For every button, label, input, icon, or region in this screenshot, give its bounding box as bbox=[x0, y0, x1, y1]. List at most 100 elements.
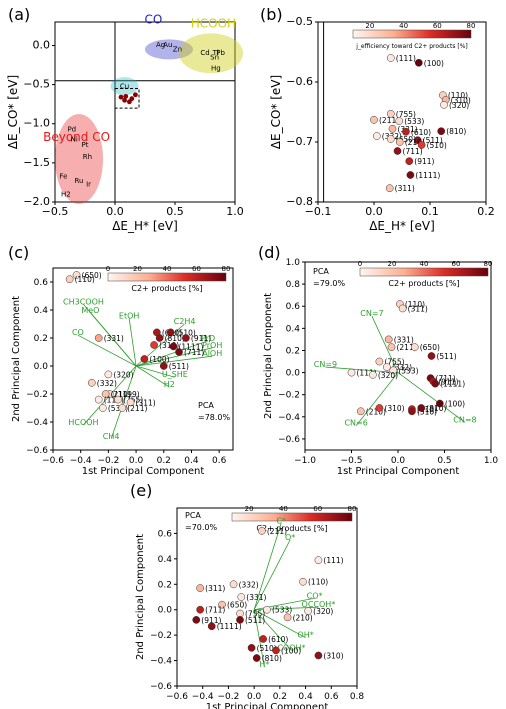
metal-label: Pd bbox=[67, 126, 76, 134]
data-point bbox=[252, 654, 261, 662]
data-point bbox=[372, 132, 381, 140]
chart-panel-c: −0.6 −0.4 −0.2 0.0 0.2 0.4 0.6 0.6 0.4 0.2 0.0 −0.2… bbox=[11, 265, 234, 477]
chart-panel-b: −0.1 0.0 0.1 0.2 −0.5 −0.6 −0.7 −0.8 ΔE_H* [eV] Δ… bbox=[269, 15, 495, 233]
point-label: (610) bbox=[411, 128, 431, 137]
y-tick-label: −0.2 bbox=[26, 390, 48, 400]
data-point bbox=[385, 184, 394, 193]
loading-label: EtOH bbox=[119, 311, 140, 320]
data-point bbox=[196, 584, 204, 592]
loading-label: O* bbox=[285, 533, 295, 542]
data-point bbox=[118, 404, 127, 412]
pca-variance: =79.0% bbox=[313, 279, 346, 288]
point-label: (311) bbox=[395, 184, 415, 193]
colorbar-tick-label: 80 bbox=[222, 265, 231, 273]
x-tick-label: 0.2 bbox=[273, 692, 287, 702]
colorbar-tick-label: 20 bbox=[388, 260, 397, 268]
y-tick-label: 0.0 bbox=[34, 362, 49, 372]
loading-label: CN=7 bbox=[360, 309, 383, 318]
metal-label: Zn bbox=[173, 46, 182, 54]
loading-vector bbox=[135, 365, 175, 378]
x-tick-label: 0.2 bbox=[157, 456, 171, 466]
x-tick-label: 1.0 bbox=[226, 205, 244, 218]
point-label: (511) bbox=[436, 352, 456, 361]
cluster-point bbox=[133, 92, 138, 98]
x-tick-label: 0.4 bbox=[184, 456, 199, 466]
chart-panel-e: −0.6 −0.4 −0.2 0.0 0.2 0.4 0.6 0.80.60.40.20.0−… bbox=[135, 505, 364, 709]
loading-label: H2 bbox=[164, 380, 175, 389]
colorbar bbox=[352, 29, 472, 39]
point-label: (311) bbox=[136, 398, 156, 407]
data-point bbox=[299, 577, 307, 586]
data-point bbox=[436, 399, 444, 408]
data-point bbox=[65, 275, 74, 284]
colorbar-tick-label: 0 bbox=[106, 265, 110, 273]
data-point bbox=[369, 370, 377, 379]
point-label: (211) bbox=[267, 527, 287, 536]
y-tick-label: −0.2 bbox=[150, 631, 172, 641]
panel-label-c: (c) bbox=[8, 243, 29, 262]
point-label: (210) bbox=[111, 390, 131, 399]
loading-label: CO bbox=[72, 328, 84, 337]
point-label: (310) bbox=[384, 404, 404, 413]
metal-label: Cu bbox=[120, 83, 129, 91]
metal-label: Ni bbox=[71, 136, 78, 144]
data-point bbox=[314, 556, 323, 564]
data-point bbox=[440, 100, 448, 109]
point-label: (100) bbox=[445, 400, 465, 409]
point-label: (1111) bbox=[415, 171, 440, 180]
data-point bbox=[395, 117, 404, 125]
point-label: (320) bbox=[113, 370, 133, 379]
metal-label: Rh bbox=[83, 153, 92, 161]
data-point bbox=[437, 127, 446, 136]
point-label: (711) bbox=[205, 606, 225, 615]
x-axis-label: ΔE_H* [eV] bbox=[112, 219, 178, 233]
loading-label: C* bbox=[276, 516, 286, 525]
x-tick-label: −0.5 bbox=[341, 456, 363, 466]
region-hcooh bbox=[179, 33, 243, 74]
point-label: (755) bbox=[245, 610, 265, 619]
panel-label-d: (d) bbox=[258, 243, 281, 262]
colorbar-tick-label: 80 bbox=[484, 260, 493, 268]
point-label: (533) bbox=[398, 366, 418, 375]
panel-label-b: (b) bbox=[260, 5, 283, 24]
x-tick-label: 0.0 bbox=[106, 205, 124, 218]
point-label: (511) bbox=[169, 362, 189, 371]
y-tick-label: −2.0 bbox=[23, 195, 50, 208]
loading-label: HCOOH bbox=[68, 418, 98, 427]
data-point bbox=[166, 328, 175, 337]
point-label: (1111) bbox=[178, 342, 203, 351]
point-label: (1111) bbox=[217, 622, 242, 631]
pca-title: PCA bbox=[313, 267, 329, 276]
data-point bbox=[272, 646, 280, 655]
colorbar-tick-label: 0 bbox=[358, 260, 362, 268]
pca-title: PCA bbox=[185, 511, 201, 520]
data-point bbox=[101, 390, 110, 398]
point-label: (100) bbox=[281, 646, 301, 655]
point-label: (510) bbox=[417, 407, 437, 416]
y-tick-label: −1.0 bbox=[23, 117, 50, 130]
point-label: (111) bbox=[396, 54, 416, 63]
data-point bbox=[98, 404, 107, 412]
point-label: (332) bbox=[239, 580, 259, 589]
point-label: (810) bbox=[165, 334, 185, 343]
point-label: (331) bbox=[104, 334, 124, 343]
y-axis-label: 2nd Principal Component bbox=[11, 296, 22, 422]
data-point bbox=[395, 138, 404, 146]
y-tick-label: 0.4 bbox=[34, 306, 49, 316]
loading-label: AlOH bbox=[202, 349, 222, 358]
data-point bbox=[427, 352, 436, 360]
loading-vector bbox=[77, 334, 137, 367]
pca-title: PCA bbox=[198, 401, 214, 410]
x-tick-label: 0.5 bbox=[437, 456, 451, 466]
data-point bbox=[402, 127, 410, 136]
x-tick-label: 0.8 bbox=[350, 692, 365, 702]
loading-vector bbox=[253, 609, 292, 651]
colorbar-tick-label: 40 bbox=[399, 22, 408, 30]
data-point bbox=[247, 644, 256, 652]
point-label: (533) bbox=[108, 404, 128, 413]
data-point bbox=[386, 135, 395, 143]
x-tick-label: −1.0 bbox=[294, 456, 316, 466]
region-co bbox=[145, 39, 193, 60]
data-point bbox=[389, 366, 398, 375]
point-label: (510) bbox=[427, 141, 447, 150]
